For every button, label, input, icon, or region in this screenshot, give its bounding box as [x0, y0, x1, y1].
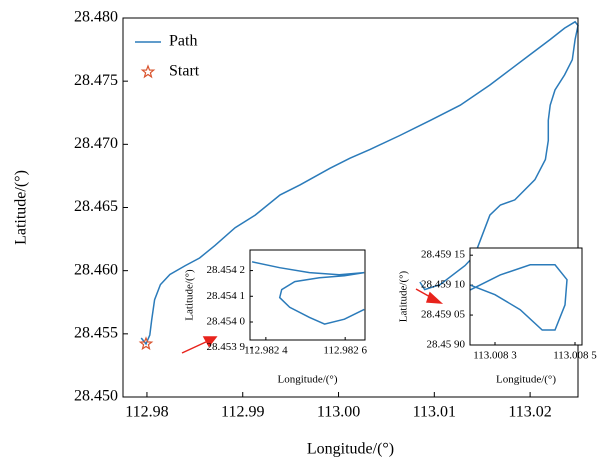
- inset-background: [250, 250, 365, 340]
- path-line: [251, 261, 365, 325]
- y-tick-label: 28.459 05: [421, 309, 466, 321]
- inset-background: [470, 248, 582, 345]
- y-tick-label: 28.453 9: [207, 341, 246, 353]
- arrows: [181, 288, 444, 354]
- y-tick-label: 28.475: [74, 72, 118, 89]
- plot-frame: [122, 17, 579, 398]
- x-tick-label: 113.00: [317, 404, 360, 421]
- y-tick-label: 28.465: [74, 198, 118, 215]
- plot: 112.982 4 112.982 6 28.453 9 28.454 0 28.454…: [184, 249, 367, 386]
- x-tick-label: 113.008 3: [473, 350, 517, 362]
- x-axis-label: Longitude/(°): [496, 374, 556, 386]
- y-tick-label: 28.45 90: [427, 339, 466, 351]
- path-line: [469, 264, 568, 331]
- x-tick-label: 113.02: [508, 404, 551, 421]
- path-line: [140, 20, 579, 346]
- y-axis-label: Latitude/(°): [184, 269, 196, 321]
- x-tick-label: 113.01: [413, 404, 456, 421]
- y-tick-label: 28.450: [74, 388, 118, 405]
- y-axis-label: Latitude/(°): [13, 170, 30, 245]
- y-tick-label: 28.459 15: [421, 249, 466, 261]
- legend-marker: [140, 64, 156, 79]
- y-tick-label: 28.480: [74, 9, 118, 26]
- legend-label: Path: [169, 33, 197, 50]
- y-tick-label: 28.455: [74, 325, 118, 342]
- start-marker: [138, 336, 154, 351]
- x-axis-label: Longitude/(°): [278, 374, 338, 386]
- legend-label: Start: [169, 63, 200, 80]
- x-tick-label: 112.98: [125, 404, 168, 421]
- y-tick-label: 28.470: [74, 135, 118, 152]
- y-tick-label: 28.454 0: [207, 316, 246, 328]
- x-tick-label: 112.99: [221, 404, 264, 421]
- arrow: [181, 340, 209, 354]
- plot: 113.008 3 113.008 5 28.45 90 28.459 05 28.45…: [398, 247, 597, 386]
- x-tick-label: 112.982 6: [323, 345, 367, 357]
- plot-frame: [469, 247, 583, 346]
- y-tick-label: 28.460: [74, 261, 118, 278]
- x-axis-label: Longitude/(°): [307, 441, 394, 458]
- y-tick-label: 28.454 2: [207, 264, 246, 276]
- y-tick-label: 28.454 1: [207, 290, 246, 302]
- arrow-head: [202, 336, 218, 348]
- plot: 112.98 112.99 113.00 113.01 113.02 28.450 28.4…: [13, 9, 579, 458]
- arrow-head: [425, 291, 444, 304]
- x-tick-label: 113.008 5: [553, 350, 597, 362]
- y-axis-label: Latitude/(°): [398, 270, 410, 322]
- y-tick-label: 28.459 10: [421, 279, 466, 291]
- x-tick-label: 112.982 4: [244, 345, 288, 357]
- plot-frame: [249, 249, 366, 341]
